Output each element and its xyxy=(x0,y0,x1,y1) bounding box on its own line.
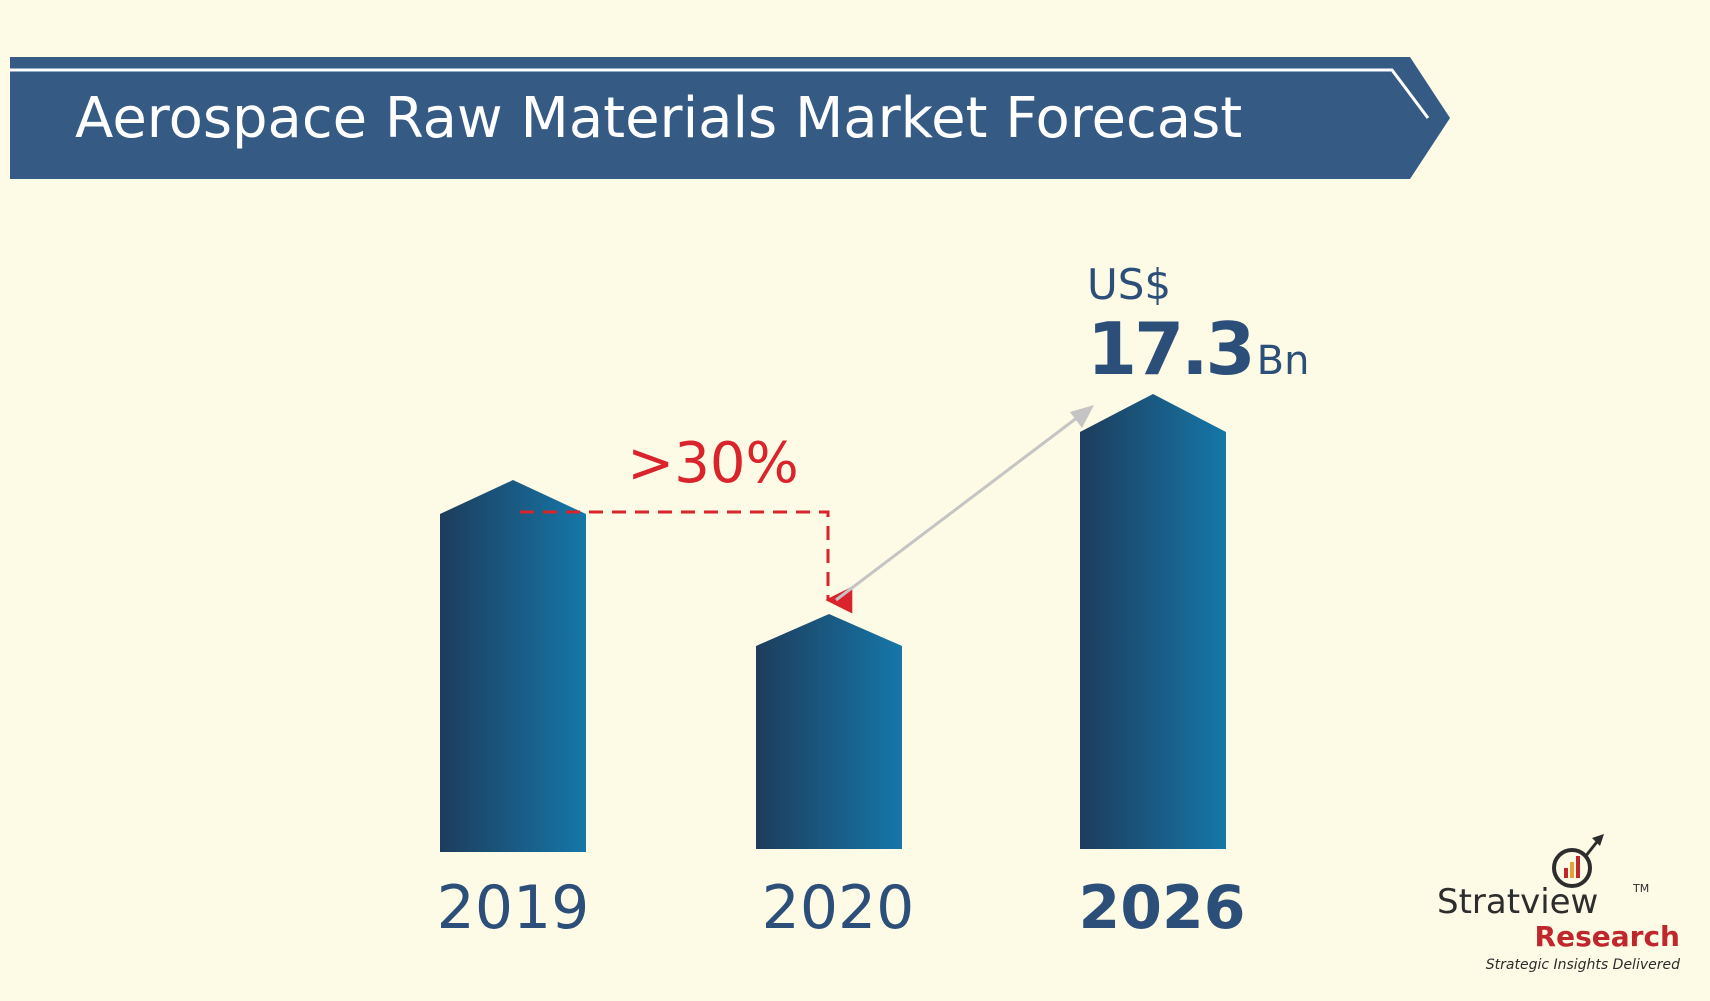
value-currency: US$ xyxy=(1087,260,1171,309)
tick-label-2019: 2019 xyxy=(437,873,590,943)
value-number: 17.3 xyxy=(1087,307,1253,391)
bar-2020 xyxy=(756,614,902,849)
tick-label-2026: 2026 xyxy=(1079,873,1246,943)
brand-research: Research xyxy=(1535,920,1680,953)
page-title: Aerospace Raw Materials Market Forecast xyxy=(75,86,1242,151)
bar-group xyxy=(440,394,1226,852)
value-label: 17.3 Bn xyxy=(1087,307,1309,391)
brand-name-part2: iew xyxy=(1540,882,1598,922)
brand-logo: Stratview TM Research Strategic Insights… xyxy=(1437,834,1680,973)
brand-name-part1: Strat xyxy=(1437,882,1520,922)
value-suffix: Bn xyxy=(1257,338,1310,384)
logo-magnifier-icon xyxy=(1552,848,1592,888)
tick-label-2020: 2020 xyxy=(762,873,915,943)
brand-name: Stratview xyxy=(1437,882,1598,922)
logo-arrow-icon xyxy=(1592,834,1604,846)
brand-tagline: Strategic Insights Delivered xyxy=(1486,957,1680,973)
brand-tm: TM xyxy=(1632,882,1649,895)
title-banner: Aerospace Raw Materials Market Forecast xyxy=(10,57,1450,179)
growth-arrow xyxy=(835,405,1094,602)
change-label: >30% xyxy=(627,431,798,496)
bar-2019 xyxy=(440,480,586,852)
change-connector xyxy=(520,510,853,614)
banner-outline xyxy=(10,68,1430,119)
change-annotation: >30% xyxy=(520,431,853,614)
value-annotation: US$ 17.3 Bn xyxy=(1087,260,1309,391)
banner-shape xyxy=(10,57,1450,179)
growth-arrow-head xyxy=(1070,405,1094,428)
bar-2026 xyxy=(1080,394,1226,849)
brand-v-letter: v xyxy=(1520,882,1540,922)
